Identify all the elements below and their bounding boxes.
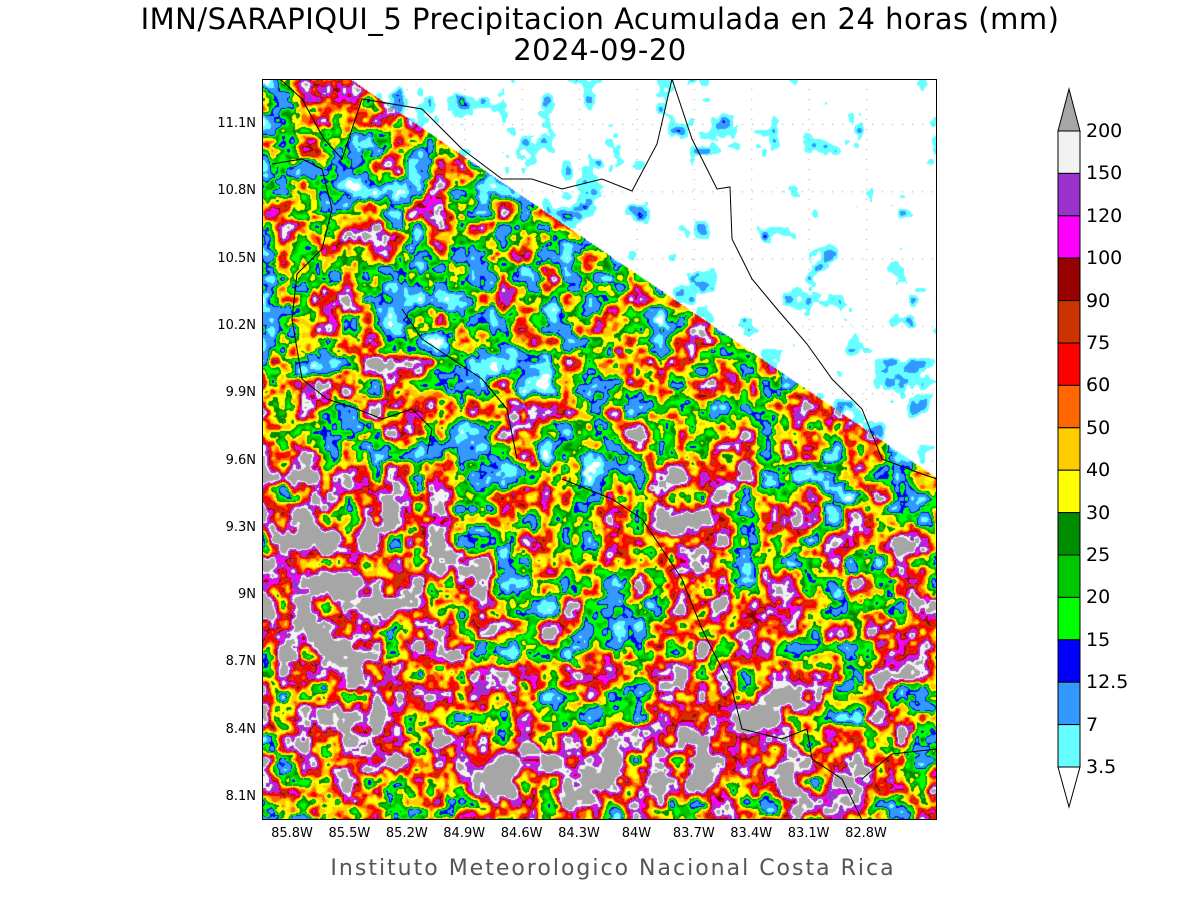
colorbar-box: [1057, 257, 1081, 302]
colorbar-label: 7: [1086, 713, 1099, 736]
lat-tick-label: 9.3N: [225, 519, 256, 535]
lat-tick-label: 10.8N: [217, 183, 256, 199]
lon-tick-label: 85.8W: [271, 826, 313, 841]
coastline-overlay: [271, 79, 937, 820]
lat-tick-label: 9.9N: [225, 385, 256, 401]
lon-tick-label: 84.9W: [443, 826, 486, 841]
colorbar-box: [1057, 130, 1081, 174]
colorbar-box: [1057, 596, 1081, 641]
border-panama: [561, 478, 863, 820]
colorbar-under-arrow: [1057, 766, 1081, 809]
colorbar-over-arrow: [1057, 87, 1081, 132]
colorbar-label: 3.5: [1086, 756, 1117, 778]
coastline-south: [861, 748, 937, 780]
lat-tick-label: 9N: [238, 587, 256, 603]
colorbar-label: 200: [1086, 120, 1123, 142]
coastline-gulf: [401, 308, 518, 460]
credit-text: Instituto Meteorologico Nacional Costa R…: [330, 856, 896, 881]
lon-tick-label: 83.4W: [730, 826, 773, 841]
lon-tick-label: 84.3W: [558, 826, 600, 841]
map-title: IMN/SARAPIQUI_5 Precipitacion Acumulada …: [140, 2, 1060, 36]
colorbar-label: 25: [1086, 544, 1111, 566]
colorbar-label: 15: [1086, 628, 1111, 651]
lat-tick-label: 10.2N: [217, 317, 256, 333]
colorbar-label: 100: [1086, 247, 1123, 270]
lat-tick-label: 11.1N: [217, 116, 256, 131]
colorbar-box: [1057, 724, 1081, 768]
colorbar-label: 30: [1086, 501, 1111, 524]
coastline-nicoya: [271, 158, 433, 455]
colorbar-box: [1057, 681, 1081, 726]
colorbar-label: 120: [1086, 204, 1123, 227]
colorbar-label: 75: [1086, 332, 1111, 354]
colorbar: [1057, 87, 1081, 809]
lat-tick-label: 8.7N: [225, 654, 256, 670]
colorbar-box: [1057, 639, 1081, 683]
lon-tick-label: 82.8W: [845, 826, 887, 841]
coastline-pacific-north: [279, 79, 673, 192]
lon-tick-label: 84.6W: [500, 826, 543, 841]
colorbar-box: [1057, 342, 1081, 386]
map-frame: [262, 79, 937, 820]
precipitation-map: [262, 79, 937, 820]
lon-tick-label: 85.2W: [385, 826, 428, 841]
colorbar-box: [1057, 469, 1081, 514]
colorbar-box: [1057, 215, 1081, 259]
coastline-caribbean: [671, 79, 937, 480]
lat-tick-label: 9.6N: [225, 452, 256, 468]
colorbar-label: 50: [1086, 416, 1111, 439]
colorbar-box: [1057, 300, 1081, 344]
lon-tick-label: 84W: [621, 826, 652, 841]
lat-tick-label: 10.5N: [217, 250, 256, 266]
colorbar-label: 40: [1086, 459, 1111, 482]
colorbar-label: 60: [1086, 374, 1111, 397]
lon-tick-label: 85.5W: [328, 826, 371, 841]
colorbar-label: 12.5: [1086, 671, 1129, 694]
colorbar-box: [1057, 427, 1081, 471]
colorbar-box: [1057, 512, 1081, 556]
lat-tick-label: 8.1N: [225, 789, 256, 804]
colorbar-box: [1057, 554, 1081, 598]
colorbar-box: [1057, 384, 1081, 429]
map-date: 2024-09-20: [513, 33, 687, 67]
lat-tick-label: 8.4N: [225, 721, 256, 737]
colorbar-label: 150: [1086, 162, 1123, 185]
colorbar-box: [1057, 172, 1081, 217]
colorbar-label: 90: [1086, 289, 1111, 312]
lon-tick-label: 83.7W: [672, 826, 715, 841]
lon-tick-label: 83.1W: [787, 826, 830, 841]
colorbar-label: 20: [1086, 586, 1111, 609]
